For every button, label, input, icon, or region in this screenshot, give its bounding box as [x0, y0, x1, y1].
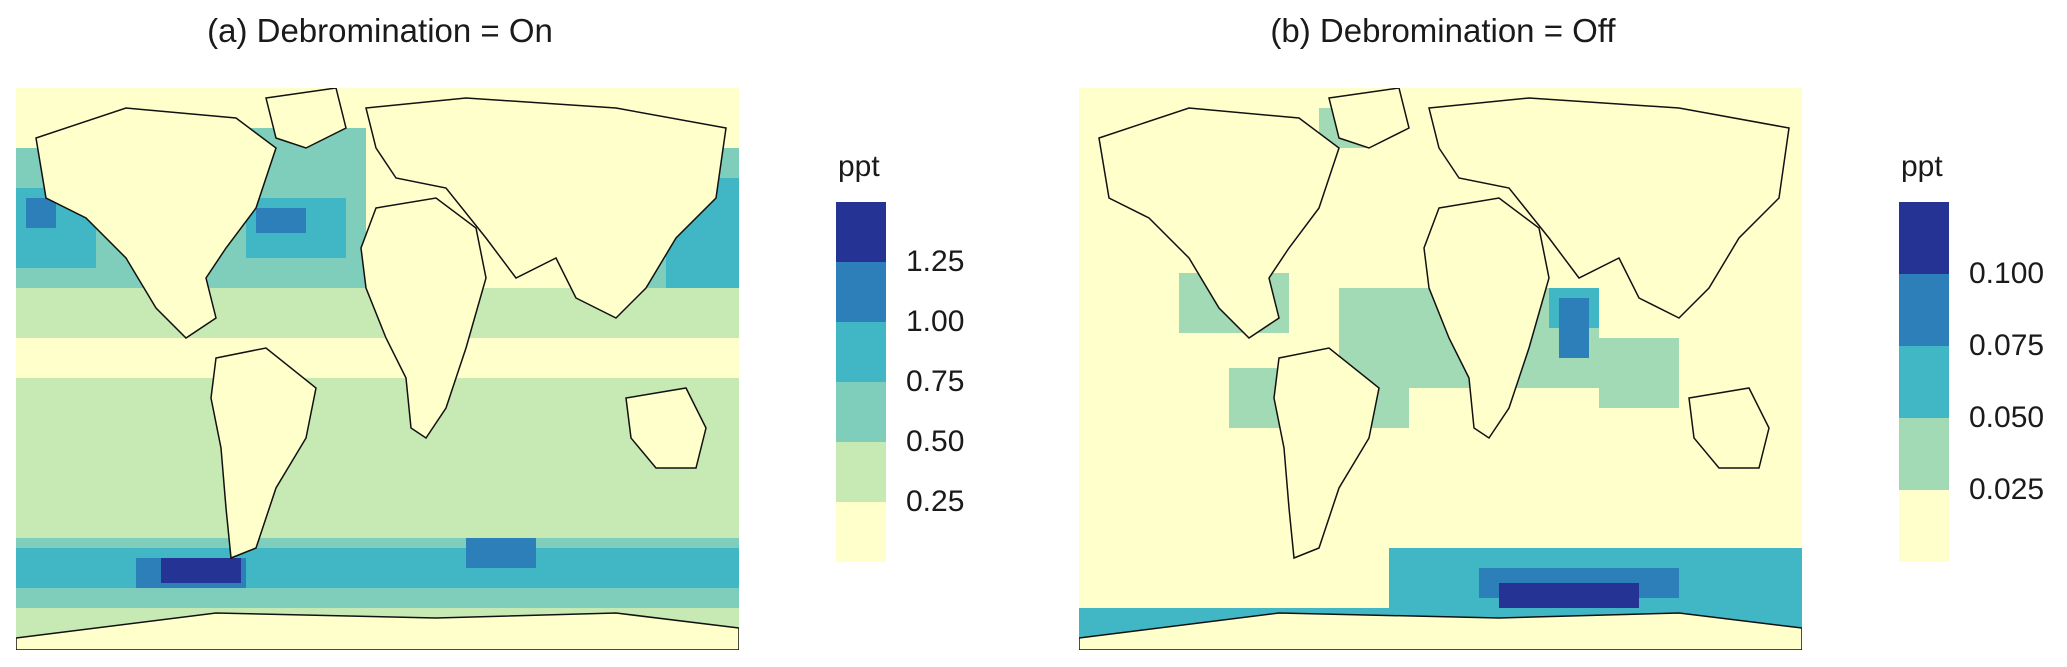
- cell-max: [1499, 583, 1639, 608]
- australia: [625, 387, 707, 469]
- legend-tick-label: 0.100: [1969, 257, 2045, 290]
- legend-unit: ppt: [1901, 150, 1943, 183]
- antarctica: [1079, 612, 1802, 650]
- legend-swatch: [836, 382, 886, 442]
- eurasia: [1428, 97, 1790, 319]
- legend-tick-label: 0.050: [1969, 401, 2045, 434]
- legend-color-bar: [1899, 202, 1949, 562]
- legend-swatch: [836, 502, 886, 562]
- cell-atlantic-peak: [256, 208, 306, 233]
- legend-swatch: [836, 322, 886, 382]
- cell-arabian-sea-high: [1559, 298, 1589, 358]
- map-svg-a: [16, 88, 739, 650]
- greenland: [265, 88, 347, 149]
- eurasia: [365, 97, 727, 319]
- south-america: [1273, 347, 1380, 560]
- legend-swatch: [1899, 346, 1949, 418]
- legend-tick-label: 0.025: [1969, 473, 2045, 506]
- north-america: [1098, 107, 1340, 339]
- colorbar-legend: ppt 0.100 0.075 0.050 0.025: [1883, 150, 2067, 570]
- map-svg-b: [1079, 88, 1802, 650]
- australia: [1688, 387, 1770, 469]
- cell-south-asia: [1599, 338, 1679, 408]
- legend-swatch: [1899, 490, 1949, 562]
- legend-tick-label: 1.25: [906, 245, 965, 278]
- cell-southern-strong: [16, 548, 739, 588]
- cell-pacific-peak: [26, 198, 56, 228]
- legend-tick-label: 0.075: [1969, 329, 2045, 362]
- antarctica: [16, 612, 739, 650]
- legend-swatch: [836, 262, 886, 322]
- cell-south-band: [16, 378, 739, 538]
- legend-unit: ppt: [838, 150, 880, 183]
- panel-title: (a) Debromination = On: [207, 12, 553, 49]
- continents: [1079, 88, 1802, 650]
- legend-swatch: [1899, 418, 1949, 490]
- cell-max: [161, 558, 241, 583]
- north-america: [35, 107, 277, 339]
- colorbar-legend: ppt 1.25 1.00 0.75 0.50 0.25: [820, 150, 1020, 570]
- africa: [360, 197, 487, 440]
- cell-indian-south-peak: [466, 538, 536, 568]
- world-map: [1079, 88, 1802, 650]
- world-map: [16, 88, 739, 650]
- africa: [1423, 197, 1550, 440]
- legend-tick-label: 0.25: [906, 485, 965, 518]
- legend-swatch: [1899, 274, 1949, 346]
- legend-tick-label: 0.75: [906, 365, 965, 398]
- south-america: [210, 347, 317, 560]
- legend-tick-label: 1.00: [906, 305, 965, 338]
- legend-swatch: [836, 442, 886, 502]
- legend-color-bar: [836, 202, 886, 562]
- legend-swatch: [836, 202, 886, 262]
- panel-title: (b) Debromination = Off: [1270, 12, 1616, 49]
- greenland: [1328, 88, 1410, 149]
- legend-swatch: [1899, 202, 1949, 274]
- continents: [16, 88, 739, 650]
- legend-tick-label: 0.50: [906, 425, 965, 458]
